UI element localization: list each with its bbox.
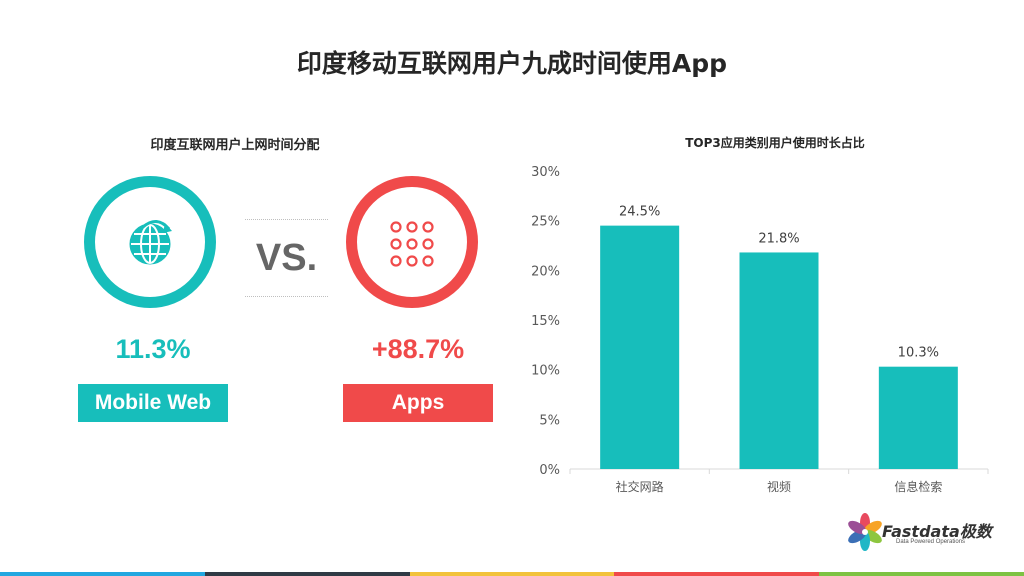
page-title: 印度移动互联网用户九成时间使用App xyxy=(296,49,728,78)
bottom-bar-segment xyxy=(204,572,410,576)
flower-logo-icon xyxy=(848,513,882,551)
data-label: 24.5% xyxy=(619,205,660,220)
y-tick-label: 20% xyxy=(531,264,560,279)
apps-percent: +88.7% xyxy=(371,334,465,364)
vs-label: VS. xyxy=(245,219,328,297)
globe-icon xyxy=(129,220,172,265)
bottom-bar-segment xyxy=(614,572,820,576)
app-grid-icon xyxy=(390,221,434,267)
apps-label: Apps xyxy=(343,384,493,422)
y-tick-label: 25% xyxy=(531,215,560,230)
x-tick-label: 信息检索 xyxy=(894,479,942,494)
bottom-bar-segment xyxy=(0,572,205,576)
bar xyxy=(739,252,819,469)
logo-tagline: Data Powered Operations xyxy=(896,539,966,545)
apps-ring xyxy=(346,176,478,308)
y-tick-label: 30% xyxy=(531,165,560,180)
mobile-web-ring xyxy=(84,176,216,308)
bottom-bar-segment xyxy=(819,572,1024,576)
y-tick-label: 5% xyxy=(539,413,560,428)
y-tick-label: 10% xyxy=(531,364,560,379)
mobile-web-percent: 11.3% xyxy=(115,334,191,364)
x-tick-label: 视频 xyxy=(767,479,791,494)
mobile-web-label: Mobile Web xyxy=(78,384,228,422)
bottom-bar-segment xyxy=(409,572,615,576)
data-label: 21.8% xyxy=(758,231,799,246)
y-tick-label: 0% xyxy=(539,463,560,478)
y-tick-label: 15% xyxy=(531,314,560,329)
bar-chart: 0% 5% 10% 15% 20% 25% 30% 24.5% 社交网路 21.8% 视频 10.3%… xyxy=(531,165,989,494)
comparison-title: 印度互联网用户上网时间分配 xyxy=(150,138,320,153)
fastdata-logo: Fastdata极数 Data Powered Operations xyxy=(848,512,998,556)
bar xyxy=(878,366,958,469)
bottom-color-bar xyxy=(0,572,1024,576)
bar xyxy=(600,225,680,469)
chart-title: TOP3应用类别用户使用时长占比 xyxy=(685,136,865,150)
data-label: 10.3% xyxy=(898,346,939,361)
logo-text: Fastdata极数 xyxy=(882,522,992,541)
x-tick-label: 社交网路 xyxy=(616,479,664,494)
